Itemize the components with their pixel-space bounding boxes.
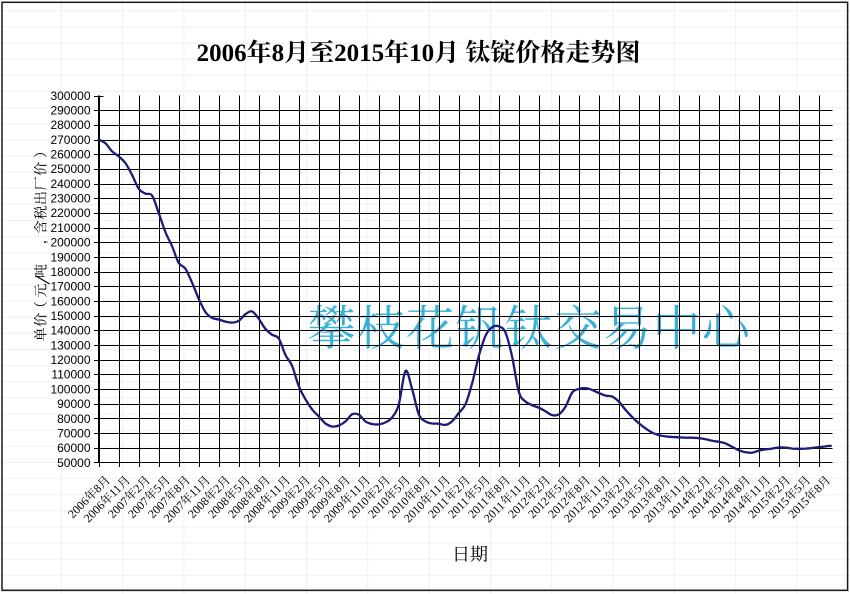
svg-text:2006: 2006 — [197, 40, 247, 67]
svg-text:230000: 230000 — [50, 192, 90, 206]
svg-text:260000: 260000 — [50, 148, 90, 162]
svg-text:290000: 290000 — [50, 104, 90, 118]
svg-text:8: 8 — [272, 40, 285, 67]
svg-text:50000: 50000 — [57, 456, 91, 470]
svg-text:100000: 100000 — [50, 382, 90, 396]
svg-text:110000: 110000 — [51, 368, 90, 382]
svg-text:240000: 240000 — [50, 177, 90, 191]
svg-text:160000: 160000 — [50, 294, 90, 308]
svg-text:150000: 150000 — [50, 309, 90, 323]
svg-text:70000: 70000 — [57, 426, 91, 440]
svg-text:270000: 270000 — [50, 133, 90, 147]
svg-text:200000: 200000 — [50, 236, 90, 250]
svg-text:180000: 180000 — [50, 265, 90, 279]
svg-text:250000: 250000 — [50, 162, 90, 176]
svg-text:210000: 210000 — [50, 221, 90, 235]
svg-text:190000: 190000 — [50, 250, 90, 264]
svg-text:80000: 80000 — [57, 412, 91, 426]
svg-text:2015: 2015 — [334, 40, 384, 67]
svg-text:130000: 130000 — [50, 338, 90, 352]
svg-text:90000: 90000 — [57, 397, 91, 411]
svg-text:300000: 300000 — [50, 89, 90, 103]
svg-text:10: 10 — [409, 40, 434, 67]
svg-text:220000: 220000 — [50, 206, 90, 220]
svg-text:140000: 140000 — [50, 324, 90, 338]
svg-text:120000: 120000 — [50, 353, 90, 367]
svg-text:280000: 280000 — [50, 118, 90, 132]
svg-text:60000: 60000 — [57, 441, 91, 455]
svg-text:170000: 170000 — [50, 280, 90, 294]
